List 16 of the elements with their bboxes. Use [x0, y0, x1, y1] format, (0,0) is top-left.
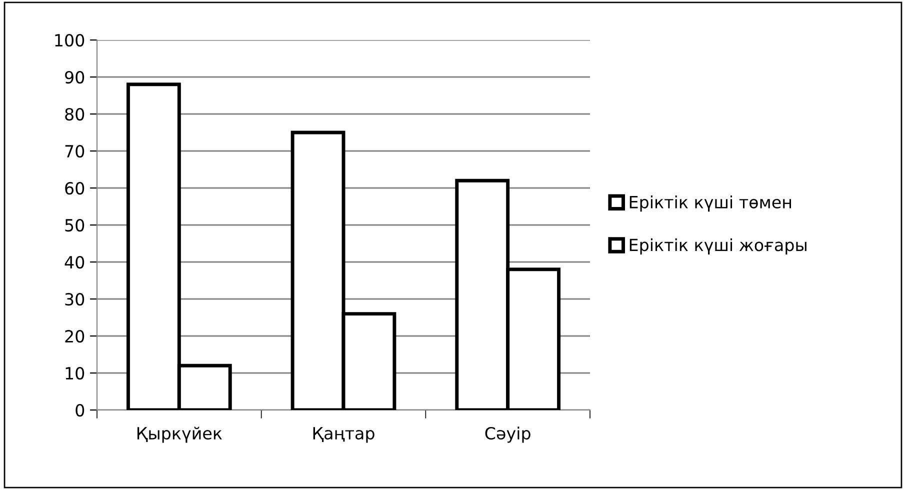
x-tick-label: Қыркүйек [137, 426, 222, 443]
y-tick-label: 10 [66, 366, 84, 380]
legend-label: Еріктік күші жоғары [630, 238, 806, 254]
y-tick-label: 80 [65, 108, 84, 121]
y-tick-label: 40 [64, 256, 84, 269]
y-tick-label: 60 [65, 182, 84, 195]
y-tick-label: 20 [65, 330, 84, 343]
y-tick-label: 30 [65, 292, 84, 306]
y-tick-label: 50 [65, 218, 84, 232]
legend-label: Еріктік күші төмен [630, 196, 791, 212]
y-tick-label: 0 [76, 404, 84, 417]
x-tick-label: Қаңтар [313, 427, 374, 443]
y-tick-label: 100 [55, 34, 84, 47]
y-tick-label: 70 [65, 144, 84, 158]
y-tick-label: 90 [65, 70, 84, 84]
x-tick-label: Сәуір [485, 426, 530, 443]
